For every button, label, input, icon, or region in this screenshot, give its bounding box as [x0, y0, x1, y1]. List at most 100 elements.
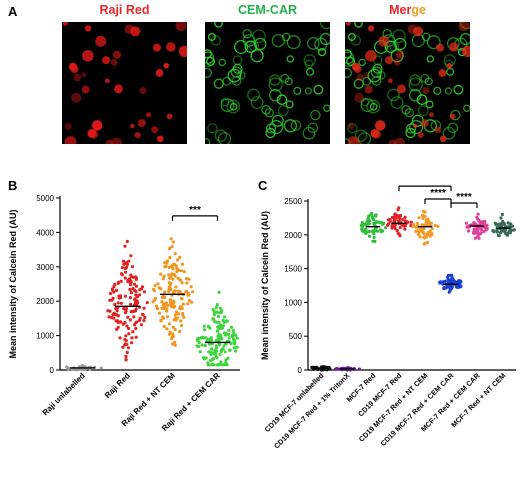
- data-point: [126, 315, 130, 319]
- cem-car-cell: [214, 22, 223, 28]
- merge-red-cell: [428, 112, 435, 118]
- merge-green-cell: [424, 77, 433, 86]
- cem-car-cell: [207, 32, 216, 41]
- series-group: [386, 206, 413, 238]
- cem-car-cell: [226, 99, 241, 114]
- significance-label: ****: [430, 188, 446, 199]
- micrograph-cem-car-svg: [205, 22, 330, 144]
- cem-car-cell: [261, 104, 271, 115]
- merge-title: Merge: [345, 3, 470, 17]
- merge-red-cell: [347, 122, 355, 130]
- cem-car-cell: [286, 35, 301, 50]
- cem-car-cell: [220, 98, 235, 113]
- data-point: [133, 323, 137, 327]
- data-point: [224, 319, 228, 323]
- data-point: [177, 312, 181, 316]
- data-point: [364, 231, 368, 236]
- data-point: [393, 226, 397, 230]
- data-point: [174, 316, 178, 320]
- data-point: [219, 323, 223, 327]
- data-point: [169, 298, 173, 302]
- raji-cell: [105, 139, 114, 144]
- data-point: [169, 237, 173, 241]
- data-point: [110, 316, 114, 320]
- data-point: [491, 229, 495, 233]
- data-point: [446, 273, 451, 277]
- merge-red-cell: [438, 69, 447, 77]
- merge-red-cell: [354, 92, 365, 103]
- data-point: [168, 246, 172, 251]
- cem-car-cell: [214, 129, 228, 142]
- data-point: [159, 272, 163, 276]
- data-point: [365, 223, 369, 227]
- data-point: [370, 229, 374, 234]
- cem-car-cell: [317, 47, 327, 57]
- merge-red-cell: [378, 35, 390, 47]
- raji-cell: [178, 45, 187, 58]
- data-point: [197, 341, 201, 345]
- data-point: [195, 344, 199, 348]
- data-point: [429, 231, 434, 235]
- data-point: [173, 340, 177, 344]
- merge-red-cell: [449, 113, 456, 120]
- data-point: [216, 325, 220, 329]
- data-point: [142, 306, 146, 310]
- data-point: [373, 213, 378, 217]
- merge-green-cell: [362, 76, 372, 86]
- data-point: [126, 326, 131, 330]
- data-point: [499, 216, 503, 220]
- raji-cell: [62, 22, 68, 26]
- cem-car-cell: [307, 122, 319, 134]
- merge-green-cell: [459, 32, 470, 46]
- data-point: [185, 281, 189, 285]
- data-point: [414, 225, 418, 229]
- data-point: [328, 367, 332, 371]
- data-point: [124, 334, 128, 338]
- data-point: [122, 307, 126, 311]
- merge-green-cell: [425, 100, 434, 109]
- data-point: [221, 324, 225, 328]
- data-point: [214, 346, 218, 350]
- data-point: [117, 296, 121, 300]
- data-point: [113, 302, 117, 306]
- merge-green-cell: [393, 37, 407, 51]
- cem-car-cell: [253, 37, 267, 51]
- data-point: [141, 313, 145, 317]
- micrograph-raji-red: [62, 22, 187, 144]
- data-point: [357, 367, 362, 371]
- data-point: [126, 278, 130, 282]
- data-point: [409, 220, 413, 224]
- cem-car-cell: [207, 123, 218, 134]
- merge-title-part1: Mer: [389, 3, 412, 17]
- data-point: [415, 221, 419, 225]
- data-point: [390, 215, 395, 219]
- data-point: [128, 287, 132, 292]
- data-point: [497, 234, 501, 238]
- merge-green-cell: [401, 104, 411, 115]
- data-point: [66, 367, 70, 371]
- chart-c: 0 500 1000 1500 2000 2500 Mean intensity of Ca…: [260, 184, 516, 450]
- data-point: [229, 342, 233, 346]
- panel-a-letter: A: [8, 4, 18, 19]
- data-point: [412, 223, 416, 227]
- raji-cell: [110, 137, 123, 144]
- data-point: [485, 227, 489, 231]
- data-point: [130, 341, 134, 345]
- data-point: [449, 273, 453, 277]
- raji-cell: [82, 50, 94, 62]
- merge-red-cell: [449, 42, 459, 52]
- raji-cell: [114, 84, 123, 94]
- merge-red-cell: [367, 25, 375, 32]
- data-point: [367, 214, 371, 218]
- data-point: [212, 313, 216, 317]
- data-point: [219, 360, 223, 364]
- y-tick-label: 500: [289, 332, 303, 341]
- merge-green-cell: [404, 108, 414, 118]
- data-point: [184, 290, 188, 294]
- data-point: [235, 336, 239, 340]
- raji-cell: [81, 72, 87, 78]
- data-point: [111, 296, 115, 300]
- merge-red-cell: [397, 84, 406, 94]
- data-point: [403, 227, 407, 231]
- data-point: [175, 269, 179, 274]
